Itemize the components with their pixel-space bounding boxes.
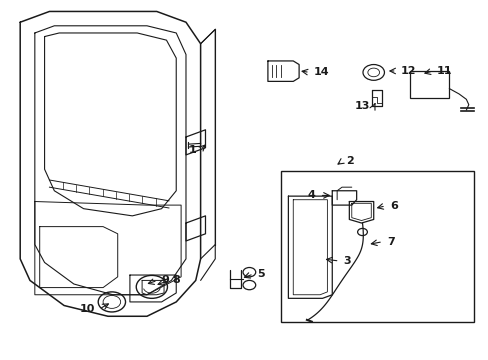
- Text: 8: 8: [172, 275, 180, 285]
- Text: 14: 14: [313, 67, 329, 77]
- Bar: [409, 71, 448, 98]
- Text: 2: 2: [345, 156, 353, 166]
- Text: 4: 4: [307, 190, 315, 201]
- Text: 7: 7: [386, 237, 394, 247]
- Text: 9: 9: [161, 275, 169, 285]
- Text: 10: 10: [80, 304, 95, 314]
- Bar: [281, 171, 473, 321]
- Text: 12: 12: [400, 66, 415, 76]
- Text: 11: 11: [436, 66, 452, 76]
- Text: 13: 13: [354, 102, 369, 112]
- Text: 3: 3: [343, 256, 350, 266]
- Text: 5: 5: [257, 269, 265, 279]
- Text: 1: 1: [188, 144, 196, 154]
- Text: 6: 6: [389, 201, 397, 211]
